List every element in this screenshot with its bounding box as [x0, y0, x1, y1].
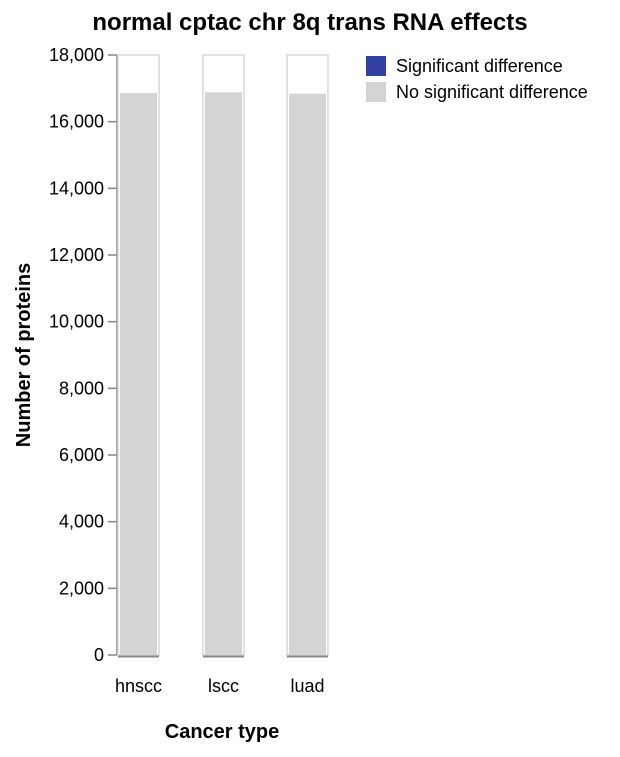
legend-item: Significant difference: [366, 56, 563, 76]
y-tick-label: 8,000: [59, 378, 104, 398]
x-tick-label: luad: [290, 676, 324, 696]
legend-label: Significant difference: [396, 56, 563, 76]
y-tick-label: 18,000: [49, 45, 104, 65]
y-tick-label: 12,000: [49, 245, 104, 265]
bar-luad-not-significant: [289, 93, 326, 655]
chart-title: normal cptac chr 8q trans RNA effects: [92, 9, 527, 36]
y-tick-label: 6,000: [59, 445, 104, 465]
x-tick-label: lscc: [208, 676, 239, 696]
y-tick-label: 0: [94, 645, 104, 665]
legend-swatch: [366, 82, 386, 102]
y-axis-title: Number of proteins: [13, 263, 35, 447]
x-axis-title: Cancer type: [165, 721, 280, 743]
y-axis: 0 2,000 4,000 6,000 8,000 10,000 12,000 14,000 1…: [49, 45, 118, 665]
legend: Significant difference No significant dif…: [366, 56, 588, 102]
bar-lscc-not-significant: [205, 92, 242, 656]
y-tick-label: 2,000: [59, 578, 104, 598]
bar-panel-luad: luad: [286, 54, 329, 696]
legend-item: No significant difference: [366, 82, 588, 102]
legend-swatch: [366, 56, 386, 76]
x-tick-label: hnscc: [115, 676, 162, 696]
y-tick-label: 4,000: [59, 512, 104, 532]
y-tick-label: 14,000: [49, 178, 104, 198]
bar-panel-lscc: lscc: [202, 54, 245, 696]
y-tick-label: 10,000: [49, 312, 104, 332]
legend-label: No significant difference: [396, 82, 588, 102]
y-tick-label: 16,000: [49, 112, 104, 132]
bar-panel-hnscc: hnscc: [115, 54, 162, 696]
bar-hnscc-not-significant: [120, 93, 157, 655]
bar-panels: hnscc lscc luad: [115, 54, 329, 696]
